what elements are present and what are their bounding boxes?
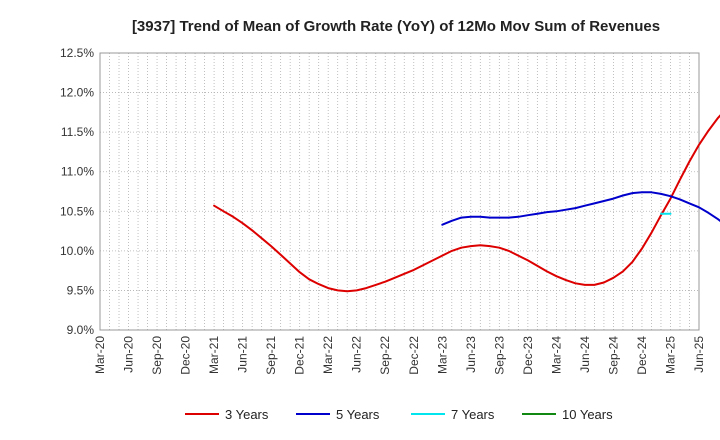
x-tick-label: Jun-25 bbox=[692, 336, 706, 373]
y-tick-label: 12.5% bbox=[60, 46, 94, 60]
plot-area bbox=[100, 53, 699, 330]
legend-label: 5 Years bbox=[336, 407, 380, 422]
x-tick-label: Jun-20 bbox=[122, 336, 136, 373]
legend: 3 Years 5 Years 7 Years 10 Years bbox=[185, 407, 613, 422]
series-lines bbox=[213, 114, 720, 293]
x-tick-label: Mar-25 bbox=[663, 336, 677, 374]
plot-border bbox=[99, 52, 700, 331]
legend-label: 3 Years bbox=[225, 407, 269, 422]
x-tick-label: Dec-23 bbox=[521, 336, 535, 375]
chart-title: [3937] Trend of Mean of Growth Rate (YoY… bbox=[132, 18, 660, 35]
x-tick-label: Jun-23 bbox=[464, 336, 478, 373]
x-tick-label: Sep-23 bbox=[492, 336, 506, 375]
x-tick-label: Jun-21 bbox=[236, 336, 250, 373]
y-tick-label: 9.5% bbox=[67, 283, 95, 297]
x-tick-label: Dec-20 bbox=[179, 336, 193, 375]
x-tick-label: Sep-20 bbox=[150, 336, 164, 375]
x-tick-label: Sep-24 bbox=[606, 336, 620, 375]
x-tick-label: Jun-24 bbox=[578, 336, 592, 373]
legend-label: 7 Years bbox=[451, 407, 495, 422]
x-tick-label: Mar-22 bbox=[321, 336, 335, 374]
x-tick-label: Mar-24 bbox=[549, 336, 563, 374]
x-axis-ticks: Mar-20 Jun-20 Sep-20 Dec-20 Mar-21 Jun-21 Sep-… bbox=[93, 336, 706, 375]
series-line-3-years bbox=[213, 114, 720, 293]
x-tick-label: Dec-22 bbox=[407, 336, 421, 375]
x-tick-label: Dec-21 bbox=[293, 336, 307, 375]
y-tick-label: 11.0% bbox=[61, 165, 94, 179]
x-tick-label: Mar-23 bbox=[435, 336, 449, 374]
y-tick-label: 12.0% bbox=[60, 86, 94, 100]
y-tick-label: 10.5% bbox=[60, 204, 94, 218]
series-line-5-years bbox=[441, 191, 720, 226]
y-tick-label: 10.0% bbox=[60, 244, 94, 258]
y-tick-label: 11.5% bbox=[61, 125, 94, 139]
legend-label: 10 Years bbox=[562, 407, 613, 422]
y-axis-ticks: 9.0% 9.5% 10.0% 10.5% 11.0% 11.5% 12.0% 12.5% bbox=[60, 46, 94, 337]
x-tick-label: Mar-21 bbox=[207, 336, 221, 374]
y-tick-label: 9.0% bbox=[67, 323, 95, 337]
x-tick-label: Dec-24 bbox=[635, 336, 649, 375]
x-tick-label: Sep-22 bbox=[378, 336, 392, 375]
x-tick-label: Mar-20 bbox=[93, 336, 107, 374]
x-tick-label: Jun-22 bbox=[350, 336, 364, 373]
x-tick-label: Sep-21 bbox=[264, 336, 278, 375]
grid-lines bbox=[100, 53, 699, 330]
